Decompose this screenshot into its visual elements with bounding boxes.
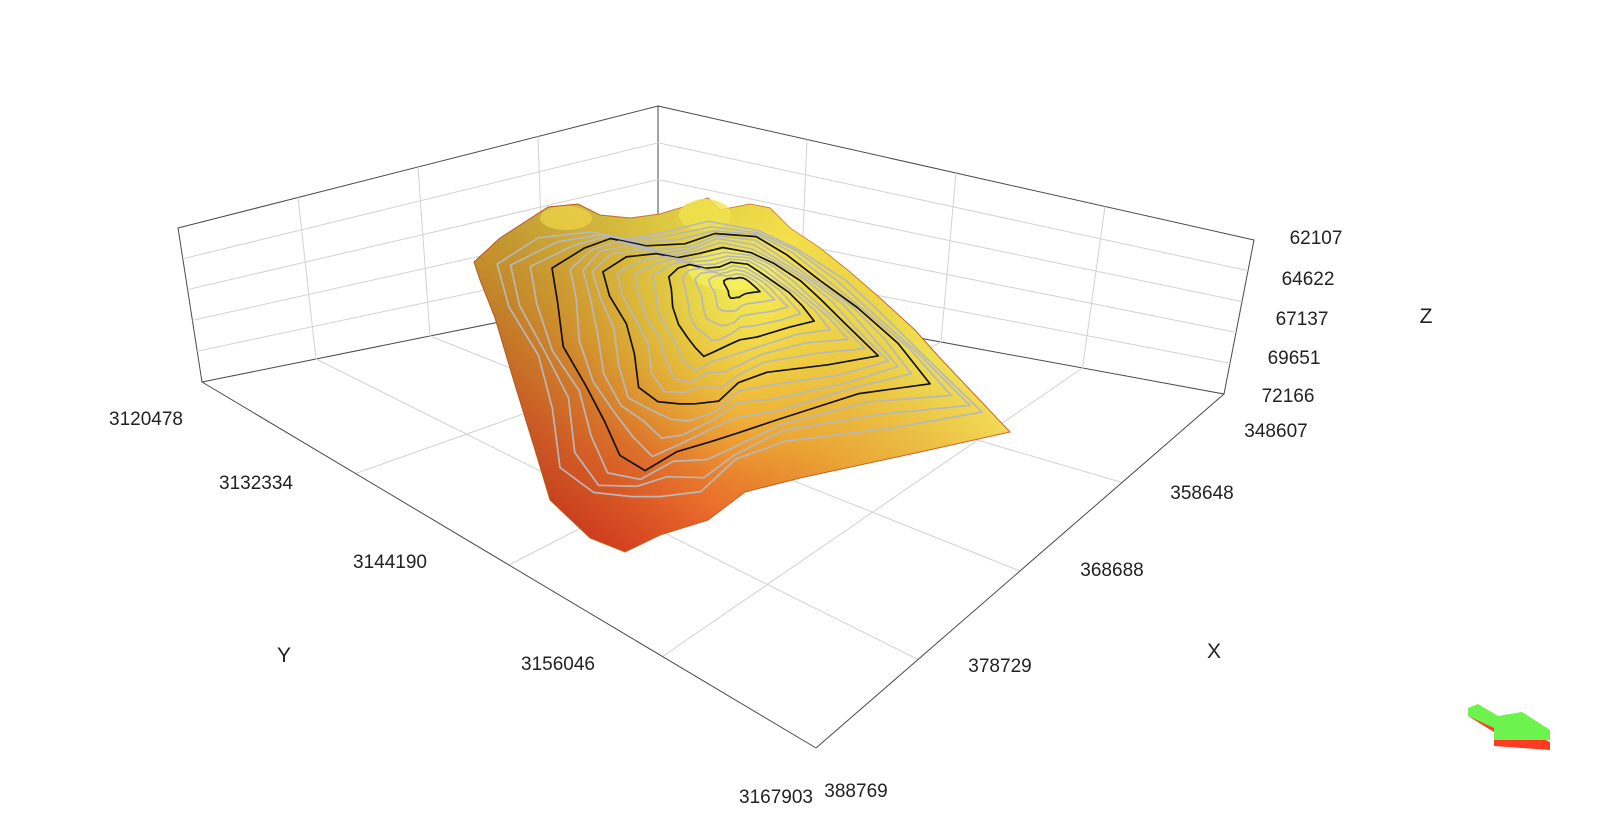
y-tick-label: 3156046 — [521, 654, 595, 675]
x-tick-label: 348607 — [1244, 421, 1307, 442]
contour-lines — [496, 220, 983, 498]
x-tick-label: 358648 — [1170, 483, 1233, 504]
y-axis-title: Y — [277, 644, 291, 667]
contour-line-minor — [694, 268, 789, 327]
floor-edge-left — [201, 381, 817, 749]
y-tick-label: 3132334 — [219, 473, 293, 494]
contour-line-minor — [509, 225, 971, 488]
elevation-surface — [473, 197, 1011, 553]
arrow-green-top — [1468, 704, 1550, 740]
contour-line-minor — [707, 272, 776, 312]
grid-line-left-vertical — [417, 166, 431, 337]
y-tick-label: 3120478 — [109, 409, 183, 430]
grid-line-right-vertical — [1082, 206, 1106, 369]
contour-line-major — [551, 232, 931, 472]
grid-line-floor — [662, 367, 1083, 657]
tick-labels: 3120478 3132334 3144190 3156046 3167903 34860… — [109, 228, 1342, 808]
z-tick-label: 72166 — [1262, 386, 1315, 407]
surface-shading — [474, 198, 1010, 552]
z-tick-label: 67137 — [1276, 309, 1329, 330]
front-box — [201, 381, 1225, 749]
grid-line-right-vertical — [940, 172, 957, 343]
contour-line-minor — [681, 264, 802, 342]
contour-line-major — [722, 276, 761, 299]
y-tick-label: 3144190 — [353, 552, 427, 573]
contour-line-minor — [496, 220, 983, 498]
contour-line-minor — [633, 255, 849, 384]
contour-line-minor — [651, 258, 832, 372]
contour-line-minor — [582, 237, 899, 439]
z-tick-label: 64622 — [1282, 269, 1335, 290]
contour-line-minor — [616, 251, 866, 394]
left-knoll — [540, 206, 592, 230]
z-tick-label: 62107 — [1290, 228, 1343, 249]
contour-line-major — [602, 246, 880, 405]
contour-line-minor — [591, 241, 890, 422]
x-axis-title: X — [1207, 640, 1221, 663]
contour-line-minor — [529, 230, 953, 481]
floor-edge-right — [815, 393, 1225, 749]
contour-line-major — [667, 261, 816, 358]
x-tick-label: 388769 — [824, 781, 887, 802]
y-tick-label: 3167903 — [739, 787, 813, 808]
x-tick-label: 368688 — [1080, 560, 1143, 581]
grid-line-left-vertical — [297, 197, 317, 360]
x-tick-label: 378729 — [968, 656, 1031, 677]
z-axis-title: Z — [1420, 305, 1433, 328]
orientation-arrow-icon[interactable] — [1468, 704, 1550, 750]
z-tick-label: 69651 — [1268, 348, 1321, 369]
contour-line-minor — [569, 234, 913, 458]
